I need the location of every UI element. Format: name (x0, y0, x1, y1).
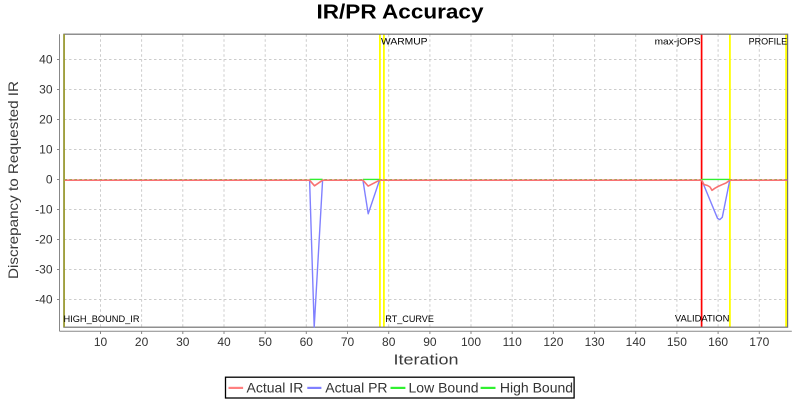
svg-text:110: 110 (503, 335, 522, 349)
svg-text:Low Bound: Low Bound (409, 379, 479, 395)
svg-text:-20: -20 (35, 233, 53, 247)
svg-text:140: 140 (626, 335, 646, 349)
svg-text:0: 0 (46, 173, 53, 187)
svg-text:Actual IR: Actual IR (247, 379, 304, 395)
svg-text:WARMUP: WARMUP (381, 37, 428, 48)
svg-text:40: 40 (217, 335, 231, 349)
svg-text:20: 20 (135, 335, 149, 349)
svg-text:30: 30 (39, 83, 53, 97)
svg-text:-40: -40 (35, 293, 53, 307)
svg-text:40: 40 (39, 53, 53, 67)
svg-text:Iteration: Iteration (394, 352, 459, 369)
svg-text:120: 120 (543, 335, 563, 349)
svg-text:100: 100 (461, 335, 481, 349)
svg-text:High Bound: High Bound (500, 379, 573, 395)
svg-text:Discrepancy to Requested IR: Discrepancy to Requested IR (5, 81, 21, 279)
svg-text:150: 150 (667, 335, 687, 349)
svg-text:60: 60 (300, 335, 314, 349)
svg-text:70: 70 (341, 335, 355, 349)
svg-text:HIGH_BOUND_IR: HIGH_BOUND_IR (64, 314, 140, 325)
svg-text:Actual PR: Actual PR (325, 379, 387, 395)
svg-text:80: 80 (382, 335, 396, 349)
svg-text:50: 50 (259, 335, 273, 349)
svg-text:160: 160 (708, 335, 728, 349)
svg-text:IR/PR Accuracy: IR/PR Accuracy (317, 2, 485, 24)
svg-text:max-jOPS: max-jOPS (655, 37, 701, 48)
svg-text:VALIDATION: VALIDATION (675, 314, 730, 325)
svg-text:-10: -10 (35, 203, 53, 217)
svg-text:10: 10 (39, 143, 53, 157)
svg-text:130: 130 (585, 335, 605, 349)
svg-text:10: 10 (94, 335, 108, 349)
svg-text:PROFILE: PROFILE (749, 37, 788, 48)
svg-text:90: 90 (423, 335, 437, 349)
svg-text:20: 20 (39, 113, 53, 127)
svg-text:-30: -30 (35, 263, 53, 277)
svg-text:170: 170 (749, 335, 769, 349)
svg-text:30: 30 (176, 335, 190, 349)
svg-text:RT_CURVE: RT_CURVE (385, 314, 434, 325)
